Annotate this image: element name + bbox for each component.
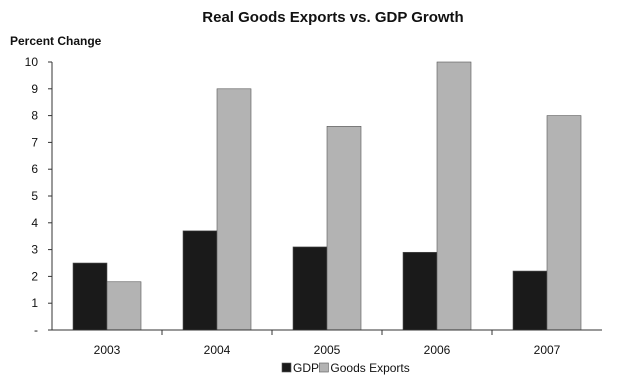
legend-label: Goods Exports [330, 361, 409, 375]
y-tick-label: 8 [31, 109, 38, 123]
x-tick-label: 2003 [94, 343, 121, 357]
bar-goods-exports-2003 [106, 281, 142, 331]
x-tick-label: 2004 [204, 343, 231, 357]
bar-gdp-2003 [72, 262, 108, 331]
y-tick-label: 6 [31, 162, 38, 176]
bar-gdp-2004 [182, 230, 218, 331]
x-axis-ticks: 2003 2004 2005 2006 2007 [94, 330, 561, 357]
y-axis-label: Percent Change [10, 34, 102, 48]
legend-swatch-gdp [281, 362, 292, 373]
y-tick-label: 3 [31, 243, 38, 257]
bar-goods-exports-2006 [436, 61, 472, 331]
y-tick-label: 1 [31, 296, 38, 310]
y-tick-label: - [34, 323, 38, 337]
bar-goods-exports-2007 [546, 115, 582, 331]
y-axis-ticks: - 1 2 3 4 5 6 7 8 9 10 [25, 55, 52, 337]
bar-gdp-2006 [402, 251, 438, 331]
x-tick-label: 2007 [534, 343, 561, 357]
legend-swatch-goods-exports [319, 362, 329, 373]
bar-gdp-2005 [292, 246, 328, 331]
bar-goods-exports-2004 [216, 88, 252, 331]
x-tick-label: 2005 [314, 343, 341, 357]
y-tick-label: 10 [25, 55, 39, 69]
y-tick-label: 2 [31, 269, 38, 283]
bar-gdp-2007 [512, 270, 548, 331]
legend-label: GDP [293, 361, 319, 375]
chart-title: Real Goods Exports vs. GDP Growth [202, 9, 463, 26]
y-tick-label: 9 [31, 82, 38, 96]
legend: GDP Goods Exports [281, 361, 410, 375]
bars [72, 61, 582, 331]
bar-goods-exports-2005 [326, 126, 362, 331]
y-tick-label: 5 [31, 189, 38, 203]
x-tick-label: 2006 [424, 343, 451, 357]
y-tick-label: 7 [31, 135, 38, 149]
y-tick-label: 4 [31, 216, 38, 230]
